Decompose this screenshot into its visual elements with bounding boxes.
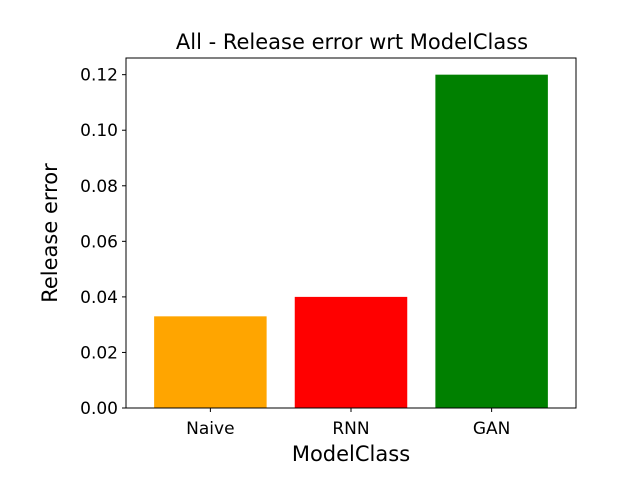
bars-group <box>154 74 548 409</box>
plot-frame <box>125 57 577 409</box>
y-tick-label: 0.04 <box>80 288 118 308</box>
y-tick-label: 0.06 <box>80 232 118 252</box>
y-tick-label: 0.10 <box>80 121 118 141</box>
y-tick-label: 0.02 <box>80 343 118 363</box>
bar-rnn <box>294 296 408 408</box>
chart-title: All - Release error wrt ModelClass <box>176 30 528 54</box>
y-axis-ticks: 0.00 0.02 0.04 0.06 0.08 0.10 0.12 <box>80 66 126 419</box>
y-tick-label: 0.08 <box>80 177 118 197</box>
x-tick-label: GAN <box>473 419 511 439</box>
x-tick-label: RNN <box>332 419 369 439</box>
x-axis-label: ModelClass <box>292 442 410 466</box>
y-tick-label: 0.12 <box>80 66 118 86</box>
x-tick-label: Naive <box>186 419 234 439</box>
bar-naive <box>154 316 267 408</box>
y-tick-label: 0.00 <box>80 399 118 419</box>
bar-gan <box>435 74 548 409</box>
x-axis-ticks: Naive RNN GAN <box>186 408 510 439</box>
y-axis-label: Release error <box>38 163 62 303</box>
